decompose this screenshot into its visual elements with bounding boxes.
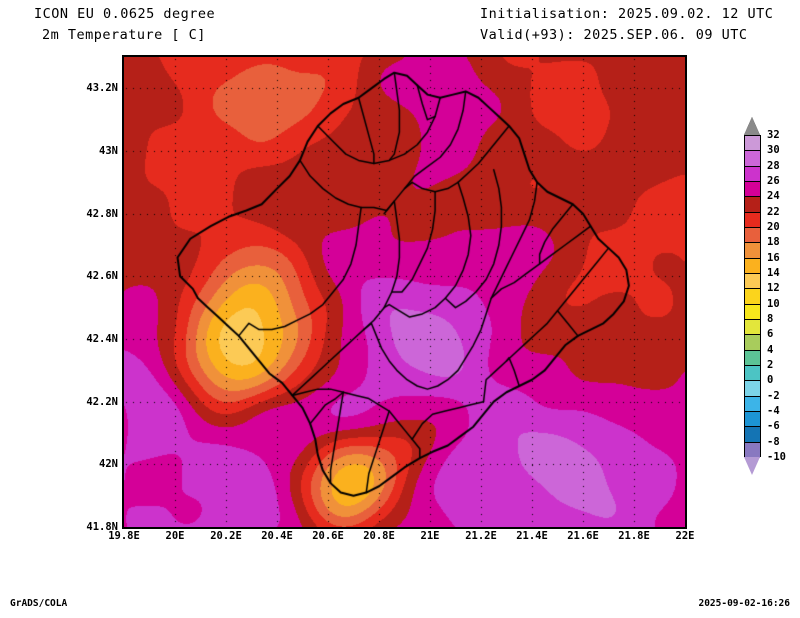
colorbar-band <box>745 319 760 336</box>
colorbar-tick-label: 18 <box>767 236 780 249</box>
latitude-tick-label: 42.8N <box>86 207 118 220</box>
colorbar-tick-label: 32 <box>767 129 780 141</box>
colorbar-tick-label: 12 <box>767 282 780 295</box>
longitude-tick-label: 20E <box>165 530 185 542</box>
colorbar-tick-label: 8 <box>767 313 774 325</box>
colorbar-band <box>745 335 760 351</box>
colorbar-tick-label: 30 <box>767 144 780 157</box>
colorbar-band <box>745 166 760 182</box>
colorbar-band <box>745 151 760 167</box>
temperature-field-canvas <box>124 57 685 527</box>
colorbar-band <box>745 212 760 228</box>
colorbar-band <box>745 273 760 290</box>
header-initialisation-line: Initialisation: 2025.09.02. 12 UTC <box>480 6 774 22</box>
longitude-tick-label: 21E <box>420 530 440 542</box>
colorbar-band <box>745 136 760 152</box>
colorbar-tick-label: 0 <box>767 374 774 387</box>
colorbar-tick-label: 10 <box>767 297 780 310</box>
header-model-line: ICON EU 0.0625 degree <box>34 6 216 22</box>
latitude-tick-label: 43N <box>99 145 118 157</box>
colorbar-tick-label: 16 <box>767 251 780 264</box>
colorbar-band <box>745 197 760 213</box>
colorbar-band <box>745 258 760 274</box>
colorbar-band <box>745 243 760 259</box>
latitude-tick-label: 41.8N <box>86 521 118 533</box>
colorbar-tick-label: 2 <box>767 359 774 371</box>
colorbar-band <box>745 350 760 366</box>
colorbar-tick-label: 20 <box>767 221 780 233</box>
latitude-tick-label: 43.2N <box>86 82 118 95</box>
footer-timestamp: 2025-09-02-16:26 <box>698 598 790 609</box>
longitude-tick-label: 20.8E <box>363 530 395 542</box>
footer-producer: GrADS/COLA <box>10 598 68 609</box>
colorbar-band <box>745 304 760 320</box>
colorbar-band <box>745 365 760 382</box>
colorbar <box>744 135 761 458</box>
latitude-tick-label: 42.6N <box>86 270 118 283</box>
colorbar-tick-label: 6 <box>767 328 774 341</box>
longitude-tick-label: 20.4E <box>261 530 293 542</box>
colorbar-tick-label: 14 <box>767 267 780 279</box>
colorbar-under-arrow-icon <box>744 457 760 475</box>
colorbar-tick-label: 24 <box>767 190 780 203</box>
colorbar-tick-label: 26 <box>767 175 780 187</box>
longitude-tick-label: 20.2E <box>210 530 242 542</box>
colorbar-tick-label: -2 <box>767 389 780 402</box>
colorbar-tick-label: 22 <box>767 205 780 218</box>
colorbar-over-arrow-icon <box>744 117 760 135</box>
longitude-tick-label: 21.2E <box>465 530 497 542</box>
longitude-tick-label: 19.8E <box>108 530 140 542</box>
latitude-tick-label: 42N <box>99 458 118 471</box>
colorbar-band <box>745 442 760 458</box>
longitude-tick-label: 21.8E <box>618 530 650 542</box>
longitude-tick-label: 21.4E <box>516 530 548 542</box>
colorbar-band <box>745 227 760 244</box>
colorbar-tick-label: -8 <box>767 435 780 448</box>
colorbar-band <box>745 181 760 198</box>
latitude-tick-label: 42.4N <box>86 333 118 345</box>
colorbar-band <box>745 411 760 428</box>
longitude-tick-label: 20.6E <box>312 530 344 542</box>
colorbar-band <box>745 427 760 443</box>
colorbar-band <box>745 381 760 397</box>
colorbar-tick-label: -4 <box>767 405 780 417</box>
temperature-map <box>122 55 687 529</box>
latitude-tick-label: 42.2N <box>86 395 118 408</box>
longitude-tick-label: 22E <box>675 530 695 542</box>
colorbar-band <box>745 289 760 305</box>
colorbar-band <box>745 396 760 412</box>
longitude-tick-label: 21.6E <box>567 530 599 542</box>
colorbar-tick-label: -6 <box>767 420 780 433</box>
colorbar-tick-label: 4 <box>767 343 774 356</box>
colorbar-tick-label: -10 <box>767 451 786 463</box>
header-valid-line: Valid(+93): 2025.SEP.06. 09 UTC <box>480 27 748 43</box>
colorbar-tick-label: 28 <box>767 159 780 172</box>
header-variable-line: 2m Temperature [ C] <box>42 27 206 43</box>
